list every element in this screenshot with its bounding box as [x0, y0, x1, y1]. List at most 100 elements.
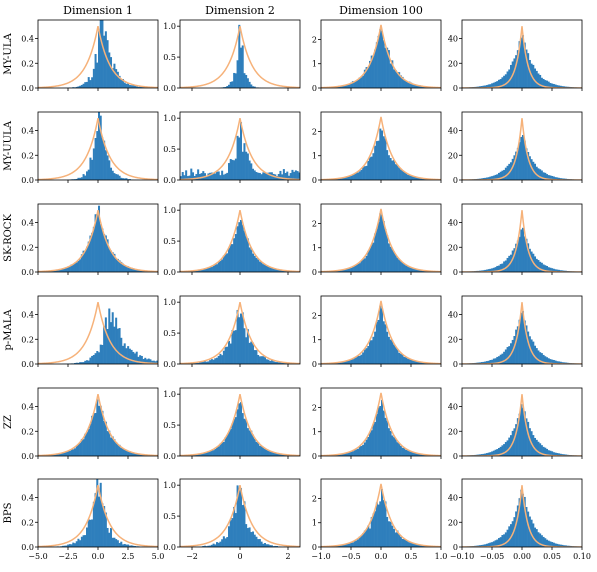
histogram-bar	[127, 266, 130, 272]
histogram-bar	[262, 264, 265, 272]
histogram-bar	[188, 175, 191, 180]
histogram-bar	[381, 489, 384, 547]
histogram-bar	[101, 410, 104, 456]
histogram-bar	[355, 540, 358, 547]
histogram-bar	[403, 539, 406, 547]
histogram-bar	[108, 430, 111, 456]
histogram-bar	[559, 453, 562, 456]
y-tick-label: 1.0	[163, 114, 176, 123]
histogram-bar	[540, 353, 543, 364]
histogram-bar	[501, 445, 504, 456]
histogram-bar	[106, 239, 109, 272]
histogram-bar	[224, 437, 227, 456]
histogram-bar	[238, 137, 241, 180]
histogram-bar	[510, 524, 513, 547]
histogram-bar	[79, 540, 82, 547]
histogram-bar	[357, 172, 360, 180]
histogram-bar	[503, 351, 506, 364]
histogram-bar	[276, 453, 279, 456]
y-tick-label: 40	[448, 35, 458, 44]
histogram-bar	[267, 172, 270, 180]
histogram-bar	[523, 320, 526, 364]
histogram-bar	[369, 247, 372, 272]
histogram-bar	[387, 521, 390, 547]
histogram-bar	[339, 86, 342, 88]
histogram-bar	[554, 84, 557, 88]
density-curve	[180, 26, 300, 88]
histogram-bar	[377, 35, 380, 88]
histogram-bar	[522, 493, 525, 547]
histogram-bar	[123, 265, 126, 272]
y-tick-label: 2	[312, 494, 317, 503]
histogram-bar	[551, 542, 554, 547]
histogram-bar	[504, 74, 507, 88]
y-tick-label: 0.5	[163, 512, 176, 521]
histogram-bar	[204, 452, 207, 456]
histogram-bar	[564, 545, 567, 547]
histogram-bar	[420, 545, 423, 547]
histogram-bar	[56, 269, 59, 272]
histogram-bar	[267, 544, 270, 547]
histogram-bar	[501, 535, 504, 547]
histogram-bar	[72, 264, 75, 272]
histogram-bar	[234, 417, 237, 456]
histogram-bar	[209, 172, 212, 180]
histogram-bar	[377, 222, 380, 272]
histogram-bar	[403, 448, 406, 456]
histogram-bar	[393, 528, 396, 547]
histogram-bar	[139, 454, 142, 456]
histogram-bar	[65, 545, 68, 547]
y-tick-label: 0	[312, 452, 317, 461]
histogram-bar	[345, 85, 348, 88]
histogram-bar	[386, 420, 389, 456]
histogram-bar	[269, 172, 272, 180]
histogram-bar	[339, 362, 342, 364]
histogram-bar	[248, 81, 251, 88]
histogram-bar	[357, 539, 360, 547]
histogram-bar	[130, 349, 133, 364]
histogram-bar	[276, 546, 279, 547]
histogram-bar	[527, 511, 530, 547]
histogram-bar	[291, 169, 294, 180]
histogram-bar	[520, 229, 523, 272]
histogram-bar	[410, 175, 413, 180]
y-tick-label: 0.4	[21, 219, 34, 228]
histogram-bar	[80, 254, 83, 272]
histogram-bar	[236, 226, 239, 272]
histogram-bar	[115, 317, 118, 364]
histogram-bar	[79, 177, 82, 180]
histogram-bar	[417, 177, 420, 180]
histogram-bar	[516, 240, 519, 272]
histogram-bar	[243, 418, 246, 456]
histogram-bar	[238, 24, 241, 88]
histogram-bar	[106, 527, 109, 547]
histogram-bar	[494, 358, 497, 364]
histogram-bar	[479, 454, 482, 456]
histogram-bar	[135, 269, 138, 272]
histogram-bar	[362, 533, 365, 547]
histogram-bar	[418, 269, 421, 272]
histogram-bar	[369, 528, 372, 547]
histogram-bar	[229, 159, 232, 180]
histogram-bar	[382, 221, 385, 272]
histogram-bar	[406, 81, 409, 88]
histogram-bar	[122, 448, 125, 456]
y-tick-label: 20	[448, 243, 458, 252]
histogram-bar	[487, 269, 490, 272]
histogram-bar	[501, 263, 504, 272]
histogram-bar	[226, 172, 229, 180]
histogram-bar	[486, 177, 489, 180]
histogram-bar	[253, 534, 256, 547]
histogram-bar	[241, 505, 244, 547]
histogram-bar	[197, 169, 200, 180]
histogram-bar	[363, 530, 366, 547]
histogram-bar	[226, 434, 229, 456]
histogram-bar	[353, 450, 356, 456]
histogram-bar	[222, 536, 225, 547]
histogram-bar	[77, 538, 80, 547]
histogram-bar	[111, 68, 114, 88]
histogram-bar	[92, 501, 95, 547]
histogram-bar	[357, 79, 360, 88]
histogram-bar	[130, 267, 133, 272]
histogram-bar	[248, 430, 251, 456]
